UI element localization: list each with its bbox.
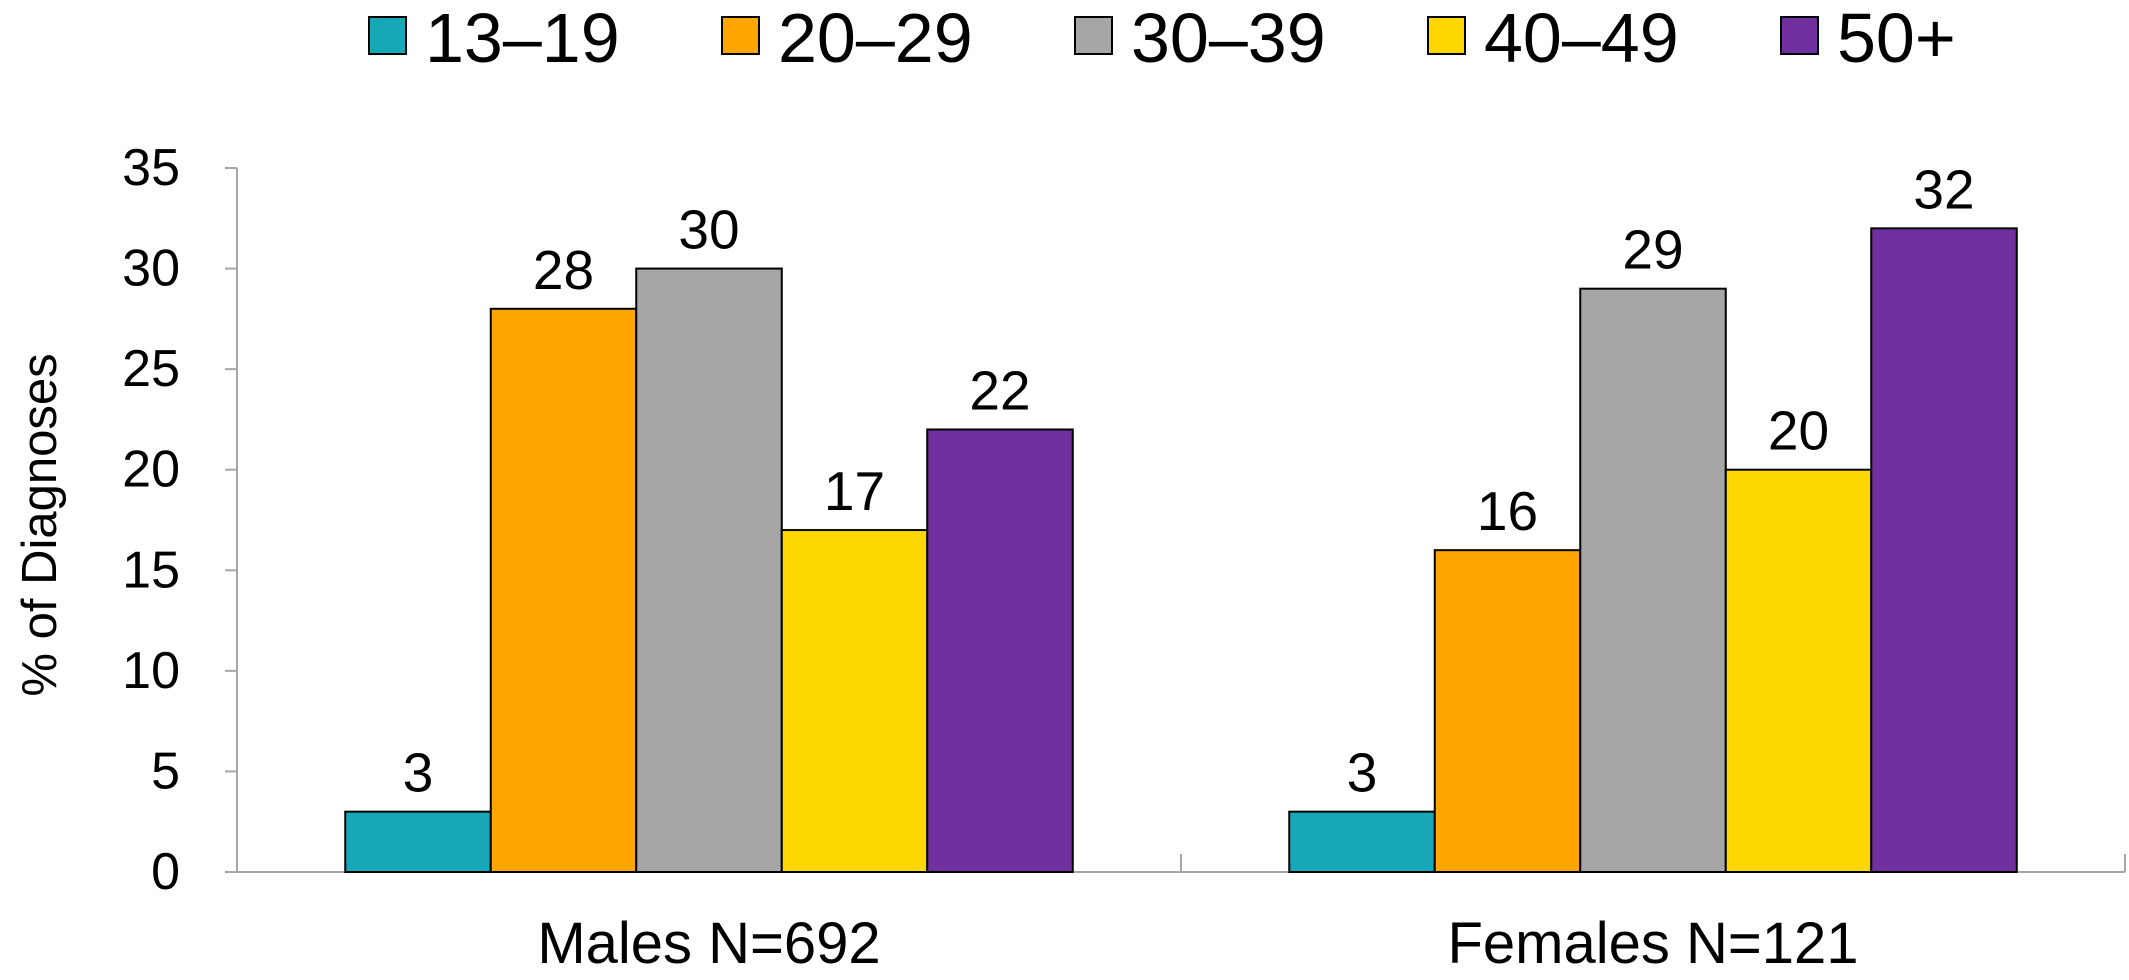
bars (345, 228, 2017, 872)
y-tick-label: 0 (151, 843, 180, 901)
bar (636, 269, 782, 872)
y-tick-label: 15 (122, 541, 180, 599)
bar (1289, 812, 1435, 872)
y-tick-label: 10 (122, 642, 180, 700)
data-label: 22 (969, 359, 1030, 421)
y-axis-label: % of Diagnoses (13, 353, 67, 696)
legend-label: 20–29 (778, 0, 973, 77)
legend: 13–19 20–29 30–39 40–49 50+ (369, 0, 1956, 77)
data-label: 32 (1913, 158, 1974, 220)
data-label: 29 (1622, 219, 1683, 281)
legend-swatch (369, 17, 406, 54)
legend-label: 50+ (1837, 0, 1956, 77)
legend-swatch (1428, 17, 1465, 54)
bar (927, 429, 1073, 872)
data-label: 28 (533, 239, 594, 301)
data-label: 3 (403, 742, 434, 804)
data-label: 16 (1477, 480, 1538, 542)
y-tick-label: 5 (151, 742, 180, 800)
x-axis-tick-labels: Males N=692 Females N=121 (537, 911, 1858, 975)
y-tick-label: 20 (122, 441, 180, 499)
legend-label: 40–49 (1484, 0, 1679, 77)
data-label: 17 (824, 460, 885, 522)
data-label: 3 (1347, 742, 1378, 804)
bar (1726, 470, 1872, 872)
x-tick-label: Females N=121 (1447, 911, 1858, 975)
legend-swatch (1075, 17, 1112, 54)
data-label: 20 (1768, 400, 1829, 462)
bar (782, 530, 928, 872)
legend-swatch (722, 17, 759, 54)
legend-label: 30–39 (1131, 0, 1326, 77)
data-label: 30 (678, 199, 739, 261)
bar (491, 309, 637, 872)
y-tick-label: 35 (122, 139, 180, 197)
legend-label: 13–19 (425, 0, 620, 77)
x-tick-label: Males N=692 (537, 911, 880, 975)
bar (1580, 289, 1726, 872)
y-tick-label: 25 (122, 340, 180, 398)
bar (1871, 228, 2017, 872)
bar (1435, 550, 1581, 872)
y-tick-label: 30 (122, 240, 180, 298)
legend-swatch (1781, 17, 1818, 54)
bar (345, 812, 491, 872)
